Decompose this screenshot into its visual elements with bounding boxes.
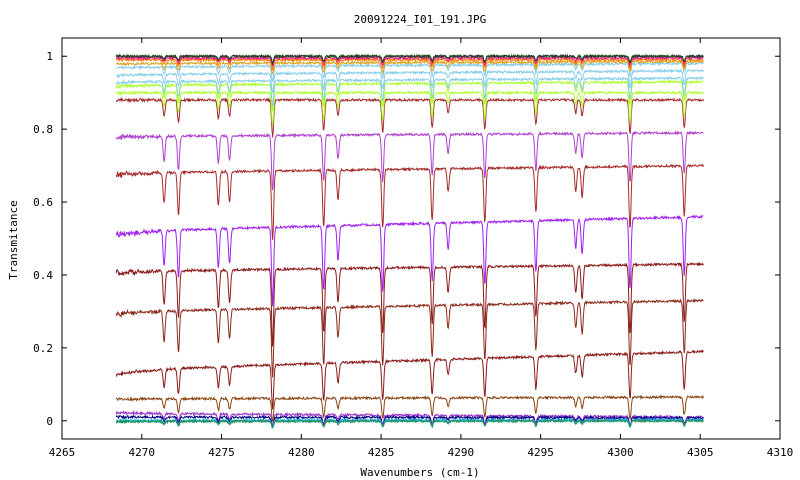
- spectrum-series-1: [115, 349, 704, 410]
- spectrum-series-9: [115, 79, 704, 112]
- series-layer: [115, 53, 704, 429]
- spectrum-series-8: [115, 89, 704, 125]
- x-tick-label: 4275: [208, 446, 235, 459]
- y-axis-label: Transmitance: [7, 200, 20, 279]
- chart-title: 20091224_I01_191.JPG: [354, 13, 486, 26]
- y-tick-label: 0: [46, 415, 53, 428]
- spectrum-series-19: [115, 409, 704, 428]
- plot-frame: [61, 37, 781, 440]
- spectrum-series-20: [115, 414, 704, 427]
- spectrum-series-2: [115, 298, 704, 378]
- x-tick-label: 4265: [49, 446, 76, 459]
- spectrum-series-18: [115, 394, 704, 423]
- x-tick-label: 4270: [129, 446, 156, 459]
- spectrum-series-13: [116, 59, 704, 75]
- y-tick-label: 0.4: [33, 269, 53, 282]
- y-tick-label: 0.6: [33, 196, 53, 209]
- spectrum-series-12: [116, 61, 704, 82]
- x-tick-label: 4300: [607, 446, 634, 459]
- x-tick-label: 4310: [767, 446, 794, 459]
- y-tick-label: 1: [46, 50, 53, 63]
- spectrum-series-11: [115, 68, 704, 94]
- x-tick-label: 4290: [448, 446, 475, 459]
- y-tick-label: 0.8: [33, 123, 53, 136]
- spectrum-series-5: [115, 163, 704, 240]
- x-tick-label: 4305: [687, 446, 714, 459]
- x-tick-label: 4280: [288, 446, 315, 459]
- axis-layer: 4265 4270 4275 4280 4285 4290 4295 4300 4305 4310…: [33, 38, 793, 459]
- spectrum-series-6: [115, 130, 704, 191]
- y-tick-label: 0.2: [33, 342, 53, 355]
- spectrum-series-4: [115, 214, 704, 307]
- spectrum-series-3: [115, 261, 704, 347]
- spectrum-series-17: [115, 53, 704, 66]
- spectrum-series-14: [115, 56, 704, 71]
- x-tick-label: 4285: [368, 446, 395, 459]
- spectrum-series-10: [115, 75, 704, 107]
- spectrum-series-7: [115, 97, 704, 138]
- spectrum-series-23: [115, 418, 704, 429]
- x-tick-label: 4295: [527, 446, 554, 459]
- x-axis-label: Wavenumbers (cm-1): [360, 466, 479, 479]
